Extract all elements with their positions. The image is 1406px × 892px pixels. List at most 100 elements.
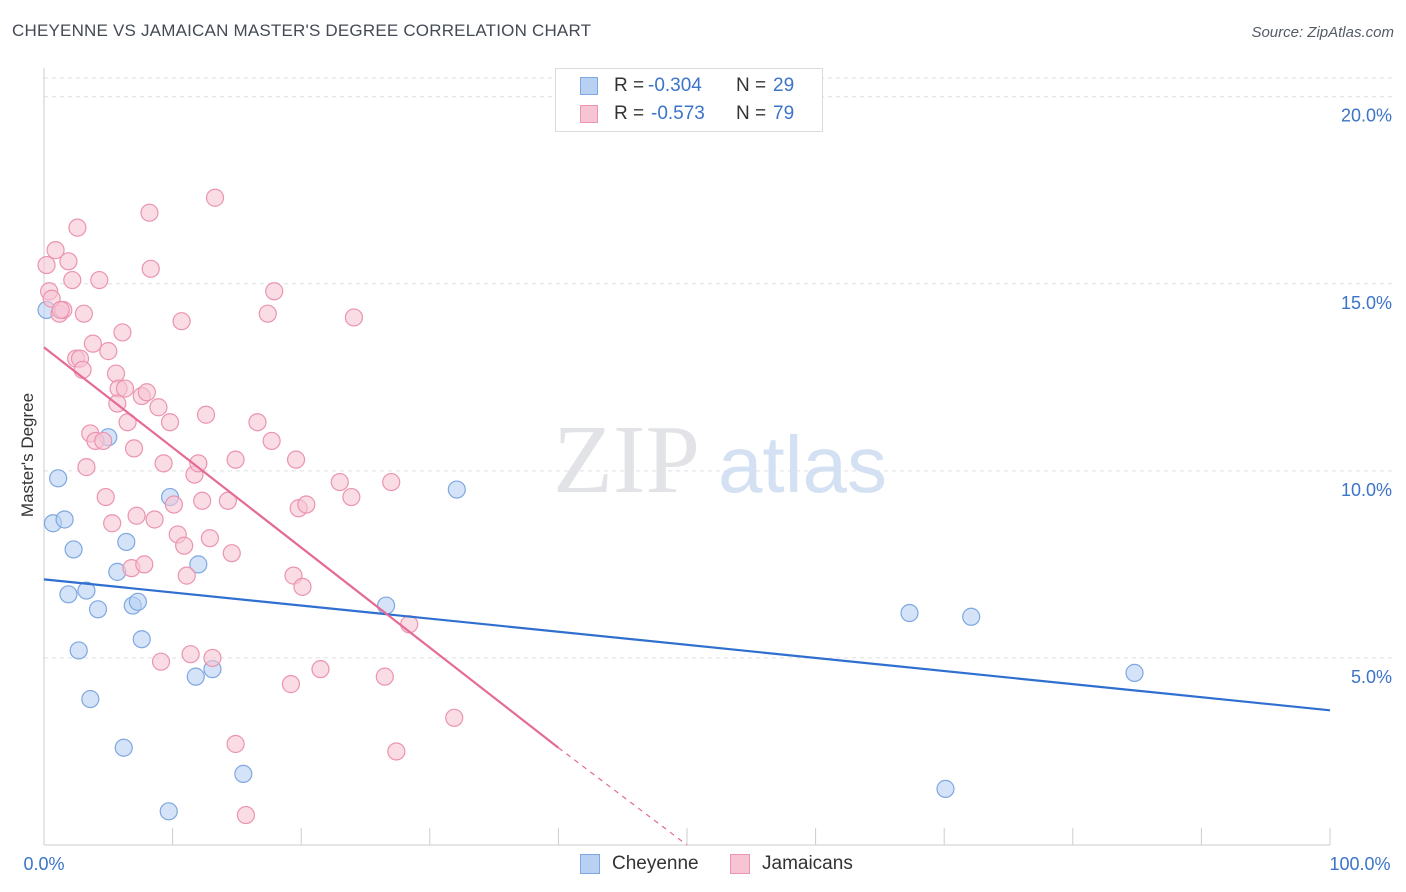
r-value-cheyenne: -0.304	[648, 75, 702, 96]
jamaican-point	[311, 660, 330, 679]
bottom-legend-jamaicans: Jamaicans	[730, 851, 853, 877]
x-tick-label: 0.0%	[23, 854, 64, 874]
jamaican-point	[203, 648, 222, 668]
jamaican-point	[77, 458, 96, 477]
jamaican-point	[96, 487, 115, 507]
cheyenne-point	[69, 641, 88, 660]
watermark-zip: ZIP	[553, 406, 700, 514]
jamaican-legend-label: Jamaicans	[762, 853, 853, 874]
jamaican-point	[59, 252, 78, 271]
jamaican-point	[37, 255, 56, 275]
jamaican-point	[382, 472, 401, 492]
r-value-jamaicans: -0.573	[651, 103, 705, 124]
jamaican-point	[175, 536, 194, 555]
jamaican-point	[73, 360, 92, 379]
jamaican-point	[236, 805, 256, 825]
x-tick-label: 100.0%	[1329, 854, 1390, 874]
cheyenne-point	[81, 689, 100, 709]
jamaican-point	[160, 413, 180, 432]
y-tick-label: 5.0%	[1351, 667, 1392, 687]
jamaican-point	[375, 667, 394, 686]
jamaican-point	[172, 312, 191, 331]
jamaican-point	[135, 555, 154, 574]
jamaican-point	[400, 615, 419, 634]
jamaican-point	[445, 708, 464, 727]
jamaican-point	[196, 405, 216, 424]
jamaican-point	[145, 510, 164, 529]
jamaican-point	[151, 652, 171, 671]
jamaican-point	[113, 323, 132, 342]
jamaican-trend-extension	[558, 747, 688, 846]
jamaican-point	[189, 454, 208, 473]
cheyenne-point	[114, 738, 133, 757]
y-tick-label: 10.0%	[1341, 480, 1392, 500]
cheyenne-point	[962, 607, 981, 626]
jamaican-point	[293, 577, 312, 596]
jamaican-point	[226, 450, 245, 469]
y-tick-label: 20.0%	[1341, 106, 1392, 126]
jamaican-point	[83, 334, 102, 353]
jamaican-point	[141, 259, 160, 278]
jamaican-point	[127, 506, 146, 525]
jamaican-point	[115, 379, 135, 398]
jamaican-point	[68, 218, 87, 237]
chart-title: CHEYENNE VS JAMAICAN MASTER'S DEGREE COR…	[12, 21, 592, 40]
correlation-legend: R = -0.304 N = 29 R = -0.573 N = 79	[555, 68, 823, 132]
jamaican-point	[99, 342, 118, 361]
cheyenne-point	[55, 510, 74, 529]
cheyenne-point	[447, 480, 466, 499]
jamaican-point	[177, 566, 196, 585]
watermark: ZIP atlas	[553, 406, 887, 514]
points-layer	[37, 188, 1144, 825]
cheyenne-point	[117, 532, 136, 552]
cheyenne-legend-swatch	[580, 854, 600, 874]
r-label: R =	[614, 103, 645, 124]
cheyenne-point	[49, 469, 68, 488]
cheyenne-point	[88, 600, 108, 619]
jamaican-point	[90, 270, 109, 290]
cheyenne-point	[159, 802, 178, 821]
jamaican-point	[258, 304, 277, 323]
jamaican-point	[103, 514, 122, 533]
bottom-legend-cheyenne: Cheyenne	[580, 851, 699, 877]
jamaican-point	[164, 495, 183, 514]
cheyenne-point	[936, 779, 955, 798]
jamaican-point	[46, 241, 65, 260]
jamaican-point	[226, 734, 245, 754]
jamaican-point	[222, 544, 241, 563]
y-tick-label: 15.0%	[1341, 293, 1392, 313]
n-value-cheyenne: 29	[773, 75, 795, 96]
cheyenne-trend-line	[43, 578, 1331, 712]
n-label: N =	[736, 103, 767, 124]
jamaican-swatch	[580, 105, 598, 123]
jamaican-point	[193, 491, 212, 510]
cheyenne-point	[59, 585, 78, 604]
jamaican-point	[297, 495, 316, 514]
grid-layer	[44, 77, 1392, 659]
jamaican-point	[106, 364, 126, 383]
jamaican-point	[218, 491, 237, 510]
cheyenne-point	[234, 764, 253, 784]
jamaican-point	[330, 472, 349, 492]
jamaican-point	[342, 487, 361, 507]
jamaican-point	[51, 300, 70, 320]
jamaican-point	[286, 450, 306, 469]
jamaican-point	[154, 454, 173, 473]
watermark-atlas: atlas	[718, 420, 887, 509]
jamaican-point	[200, 529, 219, 548]
cheyenne-point	[900, 603, 919, 623]
jamaican-point	[205, 188, 225, 207]
jamaican-point	[74, 304, 93, 323]
jamaican-legend-swatch	[730, 854, 750, 874]
jamaican-point	[124, 439, 144, 458]
cheyenne-point	[1125, 663, 1144, 682]
source-label: Source: ZipAtlas.com	[1251, 24, 1394, 41]
y-axis-title: Master's Degree	[18, 393, 37, 517]
jamaican-point	[63, 270, 82, 290]
n-label: N =	[736, 75, 767, 96]
jamaican-point	[137, 383, 156, 402]
cheyenne-point	[64, 540, 83, 559]
jamaican-point	[265, 282, 284, 301]
jamaican-point	[387, 742, 406, 761]
cheyenne-point	[189, 555, 208, 574]
